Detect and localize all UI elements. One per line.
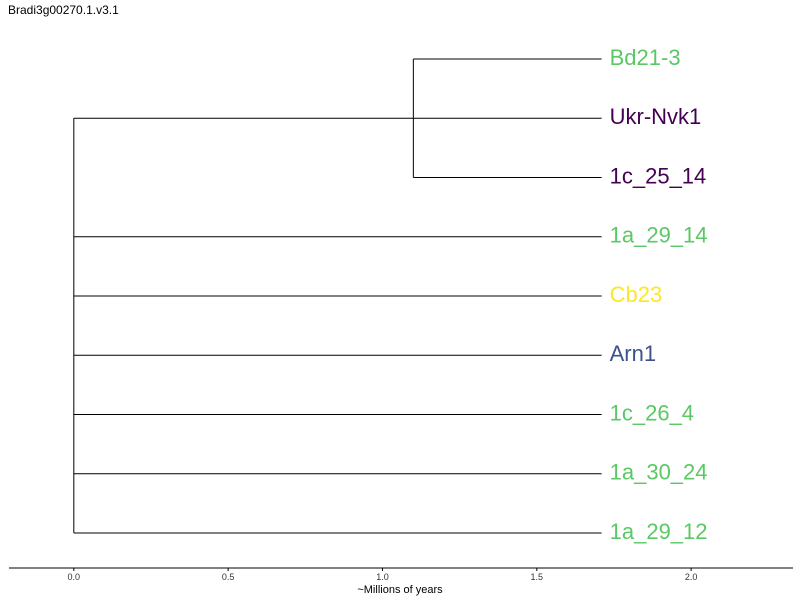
leaf-label: Arn1 bbox=[610, 341, 656, 366]
x-tick-label: 1.0 bbox=[376, 572, 389, 582]
leaf-label: Cb23 bbox=[610, 282, 663, 307]
leaf-label: 1c_26_4 bbox=[610, 400, 694, 425]
leaf-label: 1a_29_12 bbox=[610, 519, 708, 544]
leaf-labels: Bd21-3 Ukr-Nvk1 1c_25_14 1a_29_14 Cb23 Arn1 1c… bbox=[610, 45, 708, 544]
leaf-label: 1a_30_24 bbox=[610, 460, 708, 485]
leaf-label: Bd21-3 bbox=[610, 45, 681, 70]
x-axis: 0.0 0.5 1.0 1.5 2.0 ~Millions of years bbox=[9, 567, 793, 596]
x-tick-label: 2.0 bbox=[685, 572, 698, 582]
leaf-label: 1c_25_14 bbox=[610, 163, 707, 188]
branches bbox=[73, 58, 602, 534]
x-tick-label: 1.5 bbox=[531, 572, 544, 582]
x-tick-label: 0.0 bbox=[68, 572, 81, 582]
x-axis-title: ~Millions of years bbox=[357, 584, 443, 596]
chart-title: Bradi3g00270.1.v3.1 bbox=[8, 3, 119, 17]
leaf-label: 1a_29_14 bbox=[610, 223, 708, 248]
x-tick-label: 0.5 bbox=[222, 572, 235, 582]
x-axis-ticks: 0.0 0.5 1.0 1.5 2.0 bbox=[68, 568, 698, 582]
leaf-label: Ukr-Nvk1 bbox=[610, 104, 702, 129]
